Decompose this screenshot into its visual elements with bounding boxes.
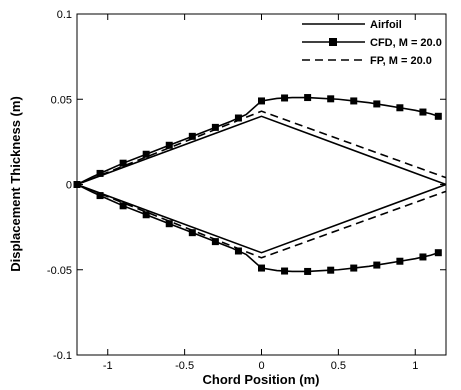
data-point-cfd-m-20-0 xyxy=(304,94,312,102)
data-point-cfd-m-20-0 xyxy=(234,247,242,255)
data-point-cfd-m-20-0 xyxy=(373,261,381,269)
legend-label-airfoil: Airfoil xyxy=(370,19,402,31)
x-tick-label: 0 xyxy=(258,360,264,372)
series-line-cfd-m-20-0-lower xyxy=(76,183,439,273)
data-point-cfd-m-20-0 xyxy=(396,104,404,112)
data-point-cfd-m-20-0 xyxy=(373,100,381,108)
data-point-cfd-m-20-0 xyxy=(211,238,219,246)
data-point-cfd-m-20-0 xyxy=(96,169,104,177)
data-point-cfd-m-20-0 xyxy=(119,159,127,167)
data-point-cfd-m-20-0 xyxy=(304,267,312,275)
series-line-fp-m-20-0-upper xyxy=(76,110,447,186)
data-point-cfd-m-20-0 xyxy=(281,267,289,275)
axis-ticks: -1 -0.5 0 0.5 1 -0.1 -0.05 0 0.05 0.1 xyxy=(47,9,446,372)
series-line-airfoil-lower xyxy=(76,183,447,254)
x-tick-label: 1 xyxy=(412,360,418,372)
legend-label-cfd: CFD, M = 20.0 xyxy=(370,37,442,49)
series-line-fp-m-20-0-lower xyxy=(76,183,447,259)
data-point-cfd-m-20-0 xyxy=(165,220,173,228)
data-point-cfd-m-20-0 xyxy=(188,229,196,237)
legend-label-fp: FP, M = 20.0 xyxy=(370,55,432,67)
data-point-cfd-m-20-0 xyxy=(188,132,196,140)
y-tick-label: 0.05 xyxy=(51,94,72,106)
y-tick-label: 0.1 xyxy=(57,9,72,21)
data-point-cfd-m-20-0 xyxy=(142,150,150,158)
x-tick-label: -1 xyxy=(103,360,113,372)
x-tick-label: 0.5 xyxy=(331,360,346,372)
y-tick-label: -0.1 xyxy=(53,350,72,362)
legend-marker-cfd xyxy=(329,38,337,46)
series-line-cfd-m-20-0-upper xyxy=(76,96,439,186)
data-point-cfd-m-20-0 xyxy=(350,97,358,105)
data-point-cfd-m-20-0 xyxy=(211,123,219,131)
data-point-cfd-m-20-0 xyxy=(419,253,427,261)
legend: Airfoil CFD, M = 20.0 FP, M = 20.0 xyxy=(302,19,442,67)
y-tick-label: -0.05 xyxy=(47,265,72,277)
data-point-cfd-m-20-0 xyxy=(396,257,404,265)
y-tick-label: 0 xyxy=(66,180,72,192)
data-point-cfd-m-20-0 xyxy=(327,95,335,103)
data-point-cfd-m-20-0 xyxy=(281,94,289,102)
data-point-cfd-m-20-0 xyxy=(119,202,127,210)
data-point-cfd-m-20-0 xyxy=(234,114,242,122)
y-axis-label: Displacement Thickness (m) xyxy=(8,96,23,272)
data-point-cfd-m-20-0 xyxy=(350,264,358,272)
data-point-cfd-m-20-0 xyxy=(258,97,265,105)
data-point-cfd-m-20-0 xyxy=(434,249,442,257)
x-tick-label: -0.5 xyxy=(175,360,194,372)
x-axis-label: Chord Position (m) xyxy=(203,372,320,387)
data-point-cfd-m-20-0 xyxy=(419,108,427,116)
data-point-cfd-m-20-0 xyxy=(96,192,104,200)
data-point-cfd-m-20-0 xyxy=(142,211,150,219)
data-point-cfd-m-20-0 xyxy=(434,112,442,120)
data-point-cfd-m-20-0 xyxy=(327,266,335,274)
data-point-cfd-m-20-0 xyxy=(258,264,265,272)
series-layer xyxy=(73,94,447,275)
series-line-airfoil-upper xyxy=(76,115,447,186)
data-point-cfd-m-20-0 xyxy=(165,141,173,149)
